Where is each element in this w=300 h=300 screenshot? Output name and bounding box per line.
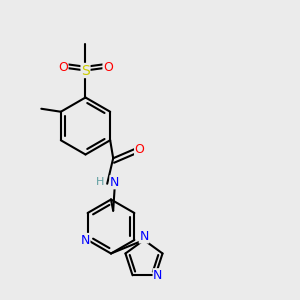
Text: O: O: [58, 61, 68, 74]
Text: N: N: [80, 233, 90, 247]
Text: O: O: [135, 143, 145, 156]
Text: O: O: [103, 61, 113, 74]
Text: N: N: [110, 176, 119, 189]
Text: H: H: [95, 177, 104, 187]
Text: S: S: [81, 64, 90, 77]
Text: N: N: [153, 269, 163, 282]
Text: N: N: [139, 230, 149, 243]
